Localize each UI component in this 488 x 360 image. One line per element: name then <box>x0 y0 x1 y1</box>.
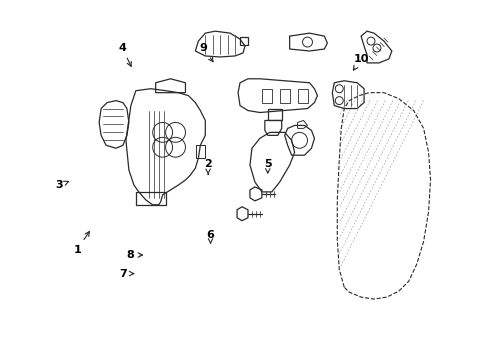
Text: 2: 2 <box>204 159 212 175</box>
Text: 5: 5 <box>264 159 271 173</box>
Text: 7: 7 <box>119 269 133 279</box>
Text: 10: 10 <box>352 54 368 70</box>
Text: 6: 6 <box>206 230 214 243</box>
Text: 1: 1 <box>73 231 89 255</box>
Text: 4: 4 <box>118 43 131 66</box>
Text: 3: 3 <box>55 180 69 190</box>
Text: 9: 9 <box>199 43 213 62</box>
Text: 8: 8 <box>126 250 142 260</box>
